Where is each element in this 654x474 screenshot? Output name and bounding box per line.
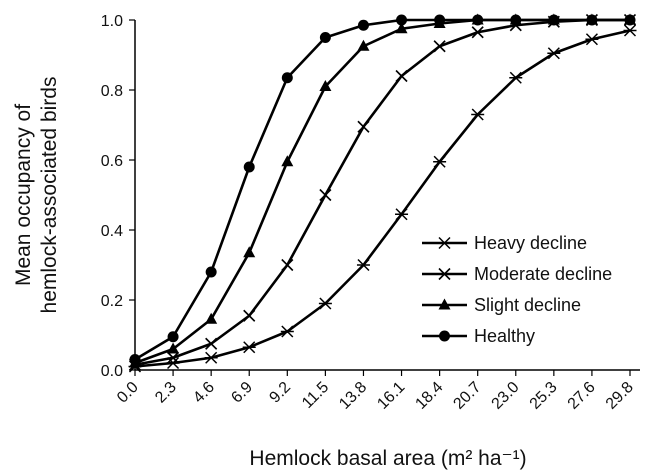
series-circle xyxy=(129,14,636,365)
x-tick-label: 18.4 xyxy=(412,379,446,413)
data-point xyxy=(510,14,522,26)
data-point xyxy=(167,342,180,354)
legend-label: Moderate decline xyxy=(474,264,612,284)
legend-item: Slight decline xyxy=(422,295,581,315)
legend-marker xyxy=(438,236,451,250)
legend-marker xyxy=(438,267,451,281)
data-point xyxy=(319,80,332,91)
data-point xyxy=(357,39,370,51)
y-axis-title-line-2: hemlock-associated birds xyxy=(38,77,61,314)
data-point xyxy=(547,47,561,60)
data-point xyxy=(433,40,446,53)
x-tick-label: 0.0 xyxy=(114,379,142,407)
legend-item: Moderate decline xyxy=(422,264,612,284)
x-axis-title: Hemlock basal area (m² ha⁻¹) xyxy=(249,447,526,470)
legend-item: Healthy xyxy=(422,326,535,346)
legend-marker xyxy=(438,298,451,310)
data-point xyxy=(243,161,255,173)
data-point xyxy=(205,312,218,324)
data-point xyxy=(167,331,179,343)
y-tick-label: 0.6 xyxy=(101,153,123,170)
y-tick-label: 0.8 xyxy=(101,83,123,100)
data-point xyxy=(623,24,637,37)
data-point xyxy=(395,208,409,221)
x-tick-label: 20.7 xyxy=(450,379,484,413)
data-point xyxy=(318,297,332,310)
x-tick-label: 6.9 xyxy=(228,379,256,407)
data-point xyxy=(434,14,446,26)
y-tick-label: 0.0 xyxy=(101,363,123,380)
data-point xyxy=(548,14,560,26)
legend-label: Heavy decline xyxy=(474,233,587,253)
series-asterisk xyxy=(128,24,637,373)
data-point xyxy=(472,14,484,26)
data-point xyxy=(167,351,180,364)
data-point xyxy=(395,69,408,83)
data-point xyxy=(396,14,408,26)
series-x xyxy=(128,13,637,371)
axes xyxy=(134,20,640,371)
data-point xyxy=(357,19,369,31)
data-point xyxy=(471,108,485,121)
data-point xyxy=(319,188,332,202)
series-line xyxy=(134,18,630,361)
x-tick-label: 2.3 xyxy=(152,379,180,407)
x-tick-label: 9.2 xyxy=(266,379,294,407)
x-tick-label: 11.5 xyxy=(299,379,332,412)
legend: Heavy decline Moderate decline Slight decl… xyxy=(422,233,612,346)
data-point xyxy=(509,71,523,84)
x-tick-label: 23.0 xyxy=(489,379,523,413)
data-point xyxy=(281,155,294,167)
data-point xyxy=(242,341,256,354)
data-point xyxy=(624,14,636,26)
data-point xyxy=(356,258,370,272)
legend-label: Slight decline xyxy=(474,295,581,315)
x-tick-label: 13.8 xyxy=(336,379,370,413)
y-tick-label: 0.4 xyxy=(101,223,123,240)
data-point xyxy=(205,266,217,278)
data-point xyxy=(433,155,447,168)
x-tick-label: 25.3 xyxy=(527,379,561,413)
series-layer xyxy=(128,13,637,373)
legend-item: Heavy decline xyxy=(422,233,587,253)
x-tick-label: 4.6 xyxy=(190,379,218,407)
y-ticks: 0.0 0.2 0.4 0.6 0.8 1.0 xyxy=(101,13,135,380)
data-point xyxy=(471,26,484,39)
data-point xyxy=(129,354,141,365)
data-point xyxy=(585,33,599,46)
data-point xyxy=(357,120,370,133)
data-point xyxy=(243,309,256,322)
data-point xyxy=(281,258,294,272)
data-point xyxy=(281,72,293,84)
series-line xyxy=(134,18,630,367)
data-point xyxy=(280,325,294,338)
data-point xyxy=(243,246,256,258)
data-point xyxy=(204,351,218,364)
y-axis-title-line-1: Mean occupancy of xyxy=(12,104,35,286)
legend-marker xyxy=(439,330,450,342)
data-point xyxy=(395,22,408,34)
x-tick-label: 16.1 xyxy=(374,379,408,413)
x-tick-label: 27.6 xyxy=(565,379,599,413)
y-tick-label: 0.2 xyxy=(101,293,123,310)
legend-label: Healthy xyxy=(474,326,535,346)
x-ticks: 0.0 2.3 4.6 6.9 9.2 11.5 13.8 16.1 18.4 20.7 23.0 2… xyxy=(114,370,637,413)
data-point xyxy=(586,14,598,26)
data-point xyxy=(205,337,218,350)
series-line xyxy=(134,29,631,368)
y-tick-label: 1.0 xyxy=(101,13,123,30)
x-tick-label: 29.8 xyxy=(603,379,637,413)
data-point xyxy=(319,32,331,43)
